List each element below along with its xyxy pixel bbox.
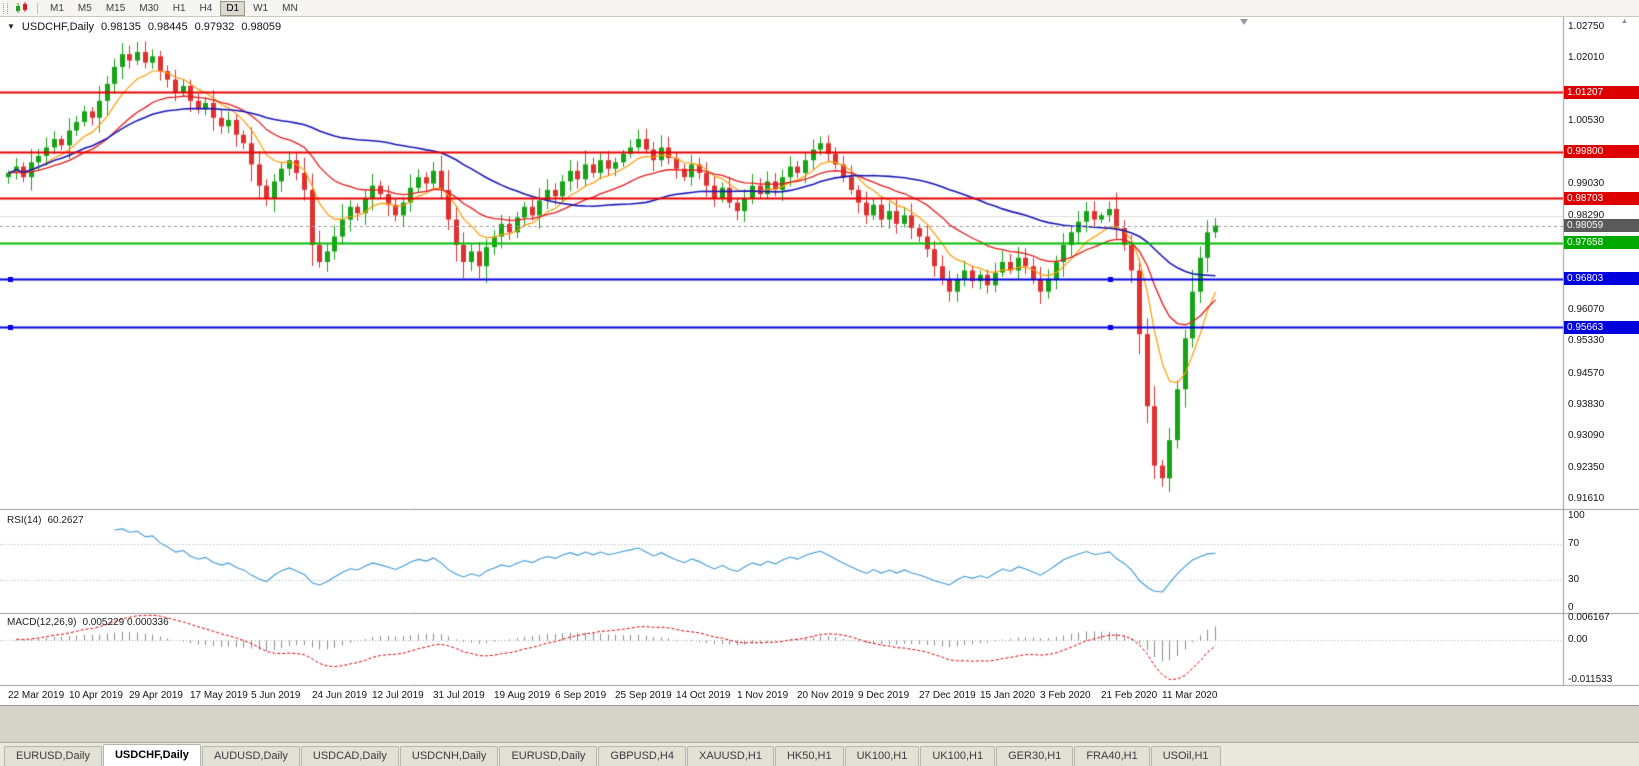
chart-tab[interactable]: USOil,H1	[1150, 746, 1221, 766]
time-axis-label: 22 Mar 2019	[8, 690, 65, 701]
toolbar-separator	[37, 2, 38, 14]
chart-tab[interactable]: AUDUSD,Daily	[201, 746, 300, 766]
rsi-axis-label: 70	[1568, 538, 1580, 549]
macd-axis-label: -0.011533	[1568, 674, 1613, 685]
ohlc-low: 0.97932	[194, 21, 235, 33]
period-button-d1[interactable]: D1	[220, 0, 246, 16]
time-axis-label: 12 Jul 2019	[372, 690, 424, 701]
period-button-h4[interactable]: H4	[199, 2, 213, 14]
chart-tabs: EURUSD,Daily USDCHF,Daily AUDUSD,Daily USDC…	[0, 742, 1639, 766]
time-axis-label: 29 Apr 2019	[129, 690, 183, 701]
time-axis[interactable]: 22 Mar 2019 10 Apr 2019 29 Apr 2019 17 May …	[0, 687, 1563, 705]
toolbar-periods: M1 M5 M15 M30 H1 H4 D1 W1 MN	[43, 0, 305, 16]
price-level-badge: 0.99800	[1564, 145, 1639, 158]
period-button-m30[interactable]: M30	[139, 2, 159, 14]
price-axis-label: 0.93090	[1568, 430, 1605, 441]
macd-indicator-label: MACD(12,26,9) 0.005229 0.000336	[7, 617, 169, 628]
candlestick-chart-icon[interactable]	[15, 1, 29, 15]
toolbar: M1 M5 M15 M30 H1 H4 D1 W1 MN	[0, 0, 1639, 17]
price-axis-label: 1.00530	[1568, 115, 1605, 126]
rsi-value: 60.2627	[47, 515, 84, 526]
period-button-h1[interactable]: H1	[172, 2, 186, 14]
time-axis-label: 11 Mar 2020	[1162, 690, 1218, 701]
time-axis-label: 20 Nov 2019	[797, 690, 854, 701]
rsi-axis-label: 100	[1568, 510, 1585, 521]
time-axis-label: 15 Jan 2020	[980, 690, 1036, 701]
price-axis-label: 0.98290	[1568, 210, 1605, 221]
chart-title: USDCHF,Daily	[21, 21, 95, 33]
price-axis[interactable]: 1.027501.020101.005300.990300.982900.975…	[1564, 16, 1639, 705]
time-axis-label: 21 Feb 2020	[1101, 690, 1158, 701]
price-level-badge: 0.98059	[1564, 219, 1639, 232]
chart-tab[interactable]: GER30,H1	[996, 746, 1074, 766]
macd-axis-label: 0.006167	[1568, 612, 1610, 623]
macd-axis-label: 0.00	[1568, 634, 1588, 645]
ohlc-open: 0.98135	[101, 21, 141, 33]
chart-tab[interactable]: HK50,H1	[774, 746, 844, 766]
toolbar-grip[interactable]	[3, 2, 8, 14]
main-chart-canvas[interactable]	[0, 16, 1639, 688]
time-axis-label: 27 Dec 2019	[919, 690, 976, 701]
price-level-badge: 0.95663	[1564, 321, 1639, 334]
rsi-indicator-label: RSI(14) 60.2627	[7, 515, 84, 526]
period-button-w1[interactable]: W1	[253, 2, 269, 14]
time-axis-label: 5 Jun 2019	[251, 690, 301, 701]
price-level-badge: 0.97658	[1564, 236, 1639, 249]
time-axis-label: 14 Oct 2019	[676, 690, 731, 701]
chart-tab[interactable]: EURUSD,Daily	[4, 746, 102, 766]
price-level-badge: 1.01207	[1564, 86, 1639, 99]
chart-tab[interactable]: USDCNH,Daily	[399, 746, 499, 766]
chart-tab[interactable]: UK100,H1	[920, 746, 996, 766]
period-button-m15[interactable]: M15	[105, 2, 126, 14]
time-axis-label: 25 Sep 2019	[615, 690, 672, 701]
time-axis-label: 9 Dec 2019	[858, 690, 910, 701]
chart-tab[interactable]: UK100,H1	[844, 746, 920, 766]
one-click-trading-toggle[interactable]: ▼	[7, 22, 15, 31]
time-axis-label: 6 Sep 2019	[555, 690, 607, 701]
macd-values: 0.005229 0.000336	[82, 617, 169, 628]
chart-tab[interactable]: XAUUSD,H1	[686, 746, 774, 766]
price-axis-label: 0.99030	[1568, 178, 1605, 189]
chart-tab[interactable]: GBPUSD,H4	[598, 746, 686, 766]
price-level-badge: 0.96803	[1564, 272, 1639, 285]
ohlc-close: 0.98059	[241, 21, 282, 33]
time-axis-label: 3 Feb 2020	[1040, 690, 1091, 701]
scroll-up-icon[interactable]: ▲	[1621, 18, 1628, 25]
mdi-background	[0, 706, 1639, 742]
time-axis-label: 24 Jun 2019	[312, 690, 368, 701]
price-axis-label: 1.02010	[1568, 52, 1605, 63]
price-level-badge: 0.98703	[1564, 192, 1639, 205]
period-button-m5[interactable]: M5	[77, 2, 92, 14]
macd-name: MACD(12,26,9)	[7, 617, 77, 628]
time-axis-label: 17 May 2019	[190, 690, 248, 701]
rsi-name: RSI(14)	[7, 515, 42, 526]
chart-ohlc-header: ▼ USDCHF,Daily 0.98135 0.98445 0.97932 0…	[7, 21, 281, 33]
time-axis-label: 31 Jul 2019	[433, 690, 485, 701]
time-axis-label: 19 Aug 2019	[494, 690, 551, 701]
period-button-m1[interactable]: M1	[50, 2, 64, 14]
price-axis-label: 0.92350	[1568, 462, 1605, 473]
chart-tab[interactable]: USDCAD,Daily	[300, 746, 399, 766]
chart-window: ▼ USDCHF,Daily 0.98135 0.98445 0.97932 0…	[0, 16, 1639, 706]
time-axis-label: 10 Apr 2019	[69, 690, 123, 701]
price-axis-label: 0.91610	[1568, 493, 1605, 504]
price-axis-label: 0.94570	[1568, 368, 1605, 379]
rsi-axis-label: 0	[1568, 602, 1574, 613]
chart-tab[interactable]: FRA40,H1	[1074, 746, 1150, 766]
price-axis-label: 0.95330	[1568, 335, 1605, 346]
chart-shift-marker[interactable]	[1240, 19, 1248, 25]
ohlc-high: 0.98445	[147, 21, 188, 33]
chart-tab[interactable]: USDCHF,Daily	[102, 744, 201, 766]
price-axis-label: 1.02750	[1568, 21, 1605, 32]
period-button-mn[interactable]: MN	[282, 2, 298, 14]
time-axis-label: 1 Nov 2019	[737, 690, 789, 701]
rsi-axis-label: 30	[1568, 574, 1580, 585]
chart-tab[interactable]: EURUSD,Daily	[499, 746, 598, 766]
price-axis-label: 0.93830	[1568, 399, 1605, 410]
price-axis-label: 0.96070	[1568, 304, 1605, 315]
